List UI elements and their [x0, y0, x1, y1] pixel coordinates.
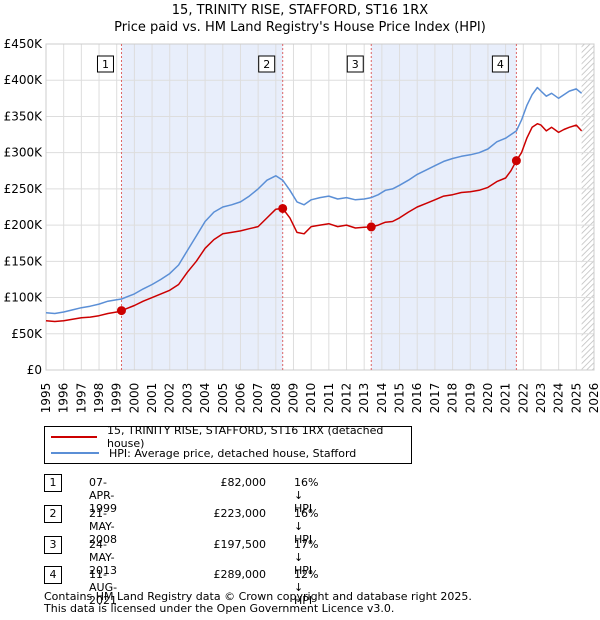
sale-point: [366, 222, 376, 232]
y-tick-label: £300K: [4, 146, 44, 160]
sale-hpi-diff: 16% ↓ HPI: [294, 476, 319, 515]
ownership-shade: [371, 44, 517, 370]
forecast-hatch: [581, 44, 594, 370]
sale-date: 24-MAY-2013: [89, 538, 117, 577]
sale-number-label: 1: [102, 58, 109, 71]
footer-line-1: Contains HM Land Registry data © Crown c…: [44, 590, 472, 603]
sale-hpi-diff: 17% ↓ HPI: [294, 538, 319, 577]
price-chart: 15, TRINITY RISE, STAFFORD, ST16 1RX Pri…: [4, 3, 600, 414]
x-tick-label: 2019: [463, 383, 477, 414]
y-tick-label: £100K: [4, 291, 44, 305]
sale-number-box: [258, 55, 276, 73]
y-tick-label: £250K: [4, 182, 44, 196]
sale-date: 07-APR-1999: [89, 476, 117, 515]
sale-number-label: 2: [263, 58, 270, 71]
x-tick-label: 2016: [410, 383, 424, 414]
x-tick-label: 1995: [39, 383, 53, 414]
sale-hpi-diff: 12% ↓ HPI: [294, 568, 319, 607]
sale-date: 11-AUG-2021: [89, 568, 118, 607]
footer-line-2: This data is licensed under the Open Gov…: [44, 602, 395, 615]
legend-item-property: 15, TRINITY RISE, STAFFORD, ST16 1RX (de…: [51, 424, 411, 450]
x-tick-label: 2022: [516, 383, 530, 414]
sale-marker-label: 4: [44, 566, 62, 584]
x-tick-label: 2008: [269, 383, 283, 414]
legend-hpi-swatch: [51, 452, 99, 454]
x-tick-label: 2015: [393, 383, 407, 414]
x-tick-label: 2020: [481, 383, 495, 414]
x-tick-label: 2005: [216, 383, 230, 414]
x-tick-label: 2023: [534, 383, 548, 414]
sale-price: £197,500: [213, 538, 267, 551]
sale-price: £223,000: [213, 507, 267, 520]
x-tick-label: 2013: [357, 383, 371, 414]
plot-frame: [45, 43, 595, 371]
x-tick-label: 2025: [569, 383, 583, 414]
chart-title: 15, TRINITY RISE, STAFFORD, ST16 1RX: [172, 3, 429, 18]
x-tick-label: 2006: [233, 383, 247, 414]
legend: 15, TRINITY RISE, STAFFORD, ST16 1RX (de…: [44, 424, 412, 464]
x-tick-label: 2002: [163, 383, 177, 414]
y-tick-label: £350K: [4, 109, 44, 123]
y-tick-label: £200K: [4, 218, 44, 232]
y-tick-label: £400K: [4, 73, 44, 87]
x-tick-label: 2003: [180, 383, 194, 414]
x-tick-label: 1998: [92, 383, 106, 414]
sale-marker-label: 3: [44, 536, 62, 554]
sale-marker-label: 2: [44, 505, 62, 523]
x-tick-label: 2009: [286, 383, 300, 414]
sale-date: 21-MAY-2008: [89, 507, 117, 546]
footer-attribution: Contains HM Land Registry data © Crown c…: [44, 591, 472, 615]
y-tick-label: £150K: [4, 254, 44, 268]
ownership-shade: [121, 44, 283, 370]
x-tick-label: 2017: [428, 383, 442, 414]
x-tick-label: 2000: [127, 383, 141, 414]
x-tick-label: 2007: [251, 383, 265, 414]
x-tick-label: 2018: [446, 383, 460, 414]
property-price-line: [45, 122, 583, 323]
x-tick-label: 2011: [322, 383, 336, 414]
x-tick-label: 1999: [110, 383, 124, 414]
x-tick-label: 2012: [340, 383, 354, 414]
sale-number-label: 3: [352, 58, 359, 71]
sale-price: £82,000: [220, 476, 267, 489]
x-tick-label: 2021: [499, 383, 513, 414]
sale-number-label: 4: [497, 58, 504, 71]
sale-marker-label: 1: [44, 474, 62, 492]
legend-hpi-label: HPI: Average price, detached house, Staf…: [109, 446, 357, 460]
sale-point: [278, 203, 288, 213]
x-tick-label: 1996: [57, 383, 71, 414]
y-tick-label: £450K: [4, 37, 44, 51]
x-tick-label: 2014: [375, 383, 389, 414]
sale-price: £289,000: [213, 568, 267, 581]
x-tick-label: 2026: [587, 383, 600, 414]
y-tick-label: £50K: [11, 327, 43, 341]
x-tick-label: 2004: [198, 383, 212, 414]
legend-property-label: 15, TRINITY RISE, STAFFORD, ST16 1RX (de…: [106, 424, 384, 450]
x-tick-label: 2001: [145, 383, 159, 414]
legend-item-hpi: HPI: Average price, detached house, Staf…: [51, 445, 356, 461]
sale-hpi-diff: 16% ↓ HPI: [294, 507, 319, 546]
sale-point: [511, 156, 521, 166]
x-tick-label: 2010: [304, 383, 318, 414]
sale-point: [116, 306, 126, 316]
x-tick-label: 1997: [74, 383, 88, 414]
hpi-line: [45, 86, 583, 315]
y-tick-label: £0: [27, 363, 42, 377]
x-tick-label: 2024: [552, 383, 566, 414]
chart-subtitle: Price paid vs. HM Land Registry's House …: [114, 20, 486, 35]
legend-property-swatch: [51, 436, 97, 438]
sale-number-box: [491, 55, 509, 73]
sale-number-box: [346, 55, 364, 73]
sale-number-box: [96, 55, 114, 73]
